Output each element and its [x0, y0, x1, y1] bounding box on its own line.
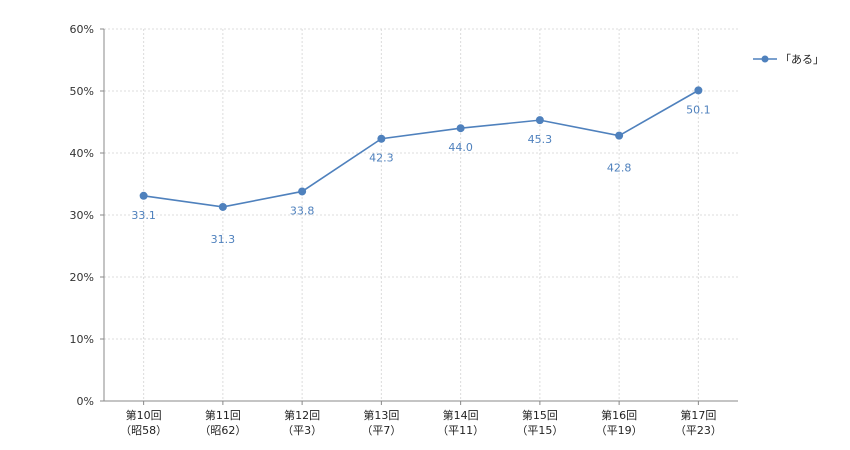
x-tick-label: 第17回 [680, 408, 716, 422]
data-point [456, 124, 465, 133]
y-tick-label: 60% [70, 23, 94, 36]
x-tick-label: 第12回 [284, 408, 320, 422]
data-label: 44.0 [448, 141, 473, 154]
y-tick-label: 40% [70, 147, 94, 160]
x-tick-label-sub: （平7） [361, 424, 401, 437]
data-label: 33.8 [290, 204, 315, 217]
legend-marker [761, 55, 769, 63]
x-tick-label-sub: （平19） [596, 424, 643, 437]
y-tick-label: 50% [70, 85, 94, 98]
data-point [218, 202, 227, 211]
data-label: 31.3 [211, 233, 236, 246]
data-point [615, 131, 624, 140]
data-point [694, 86, 703, 95]
x-tick-label-sub: （昭62） [199, 424, 246, 437]
data-point [535, 116, 544, 125]
y-tick-label: 20% [70, 271, 94, 284]
data-label: 50.1 [686, 103, 711, 116]
data-point [139, 191, 148, 200]
y-tick-label: 0% [77, 395, 94, 408]
data-label: 42.3 [369, 152, 394, 165]
x-tick-label: 第14回 [443, 408, 479, 422]
legend-label: 「ある」 [780, 53, 824, 66]
x-tick-label-sub: （平11） [437, 424, 484, 437]
x-tick-label-sub: （平15） [516, 424, 563, 437]
data-point [377, 134, 386, 143]
x-tick-label-sub: （平23） [675, 424, 722, 437]
data-label: 42.8 [607, 162, 632, 175]
x-tick-label: 第10回 [126, 408, 162, 422]
x-tick-label: 第15回 [522, 408, 558, 422]
data-point [298, 187, 307, 196]
x-tick-label: 第13回 [363, 408, 399, 422]
x-tick-label-sub: （昭58） [120, 424, 167, 437]
x-tick-label-sub: （平3） [282, 424, 322, 437]
y-tick-label: 10% [70, 333, 94, 346]
data-label: 33.1 [131, 209, 156, 222]
data-label: 45.3 [528, 133, 553, 146]
series-line [143, 89, 699, 208]
y-tick-label: 30% [70, 209, 94, 222]
x-tick-label: 第11回 [205, 408, 241, 422]
x-tick-label: 第16回 [601, 408, 637, 422]
